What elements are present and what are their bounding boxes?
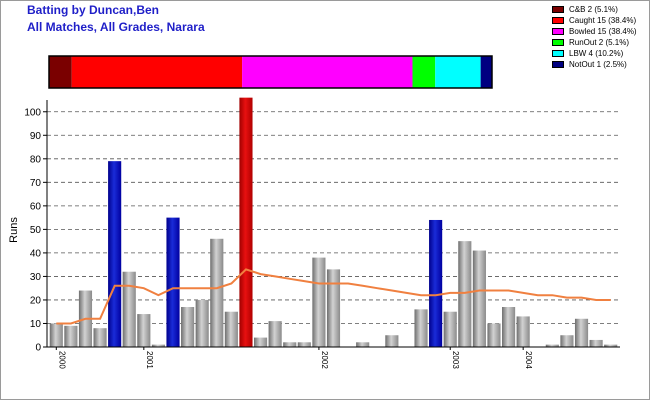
y-tick-label: 50 [30, 225, 42, 236]
bar [137, 314, 151, 347]
bar [429, 219, 443, 347]
bar [458, 241, 472, 347]
bar [472, 250, 486, 347]
bar [283, 342, 297, 347]
bar [487, 323, 501, 347]
bar [560, 335, 574, 347]
bar [516, 316, 530, 347]
bar [414, 309, 428, 347]
bar [253, 337, 268, 347]
bar [210, 238, 224, 347]
bar [239, 97, 253, 348]
bar [589, 339, 603, 347]
bar [356, 342, 370, 347]
dismissal-segment [480, 56, 492, 88]
x-tick-label: 2004 [524, 351, 533, 369]
legend-label: C&B 2 (5.1%) [569, 5, 618, 14]
legend-swatch [552, 39, 564, 46]
y-tick-label: 60 [30, 201, 42, 212]
bar [195, 299, 209, 347]
bar [574, 318, 589, 347]
bar [122, 271, 136, 347]
y-axis-label: Runs [8, 217, 20, 243]
legend-label: NotOut 1 (2.5%) [569, 60, 627, 69]
chart-subtitle: All Matches, All Grades, Narara [27, 20, 205, 34]
legend-label: Caught 15 (38.4%) [569, 16, 637, 25]
bars [49, 97, 618, 348]
bar [224, 311, 238, 347]
bar [545, 344, 559, 347]
bar [93, 328, 107, 347]
y-tick-label: 80 [30, 154, 42, 165]
y-tick-label: 10 [30, 319, 42, 330]
legend-label: Bowled 15 (38.4%) [569, 27, 637, 36]
y-tick-label: 100 [24, 107, 41, 118]
y-tick-label: 0 [35, 343, 41, 354]
dismissal-segment [412, 56, 436, 88]
legend-swatch [552, 61, 564, 68]
bar [181, 307, 195, 347]
bar [326, 269, 341, 347]
x-tick-label: 2000 [57, 351, 66, 369]
dismissal-segment [435, 56, 481, 88]
x-tick-label: 2001 [145, 351, 154, 369]
average-line [56, 268, 611, 325]
legend-label: LBW 4 (10.2%) [569, 49, 624, 58]
y-tick-label: 70 [30, 178, 42, 189]
dismissal-segment [71, 56, 243, 88]
y-tick-label: 20 [30, 295, 42, 306]
dismissal-bar [48, 55, 493, 89]
bar [312, 257, 326, 347]
y-tick-labels: 0 10 20 30 40 50 60 70 80 90 100 [24, 107, 47, 354]
bar [268, 321, 282, 347]
bar [49, 323, 63, 347]
dismissal-segment [242, 56, 413, 88]
dismissal-bar-border [48, 55, 493, 89]
legend-swatch [552, 28, 564, 35]
x-tick-label: 2002 [320, 351, 329, 369]
legend-swatch [552, 50, 564, 57]
chart-title: Batting by Duncan,Ben [27, 3, 160, 17]
y-tick-label: 30 [30, 272, 42, 283]
y-tick-label: 40 [30, 248, 42, 259]
dismissal-segment [49, 56, 72, 88]
x-tick-label: 2003 [451, 351, 460, 369]
legend-swatch [552, 17, 564, 24]
y-tick-label: 90 [30, 131, 42, 142]
axes [46, 100, 620, 348]
bar [166, 217, 180, 347]
bar [108, 161, 122, 347]
bar [297, 342, 311, 347]
bar [385, 335, 399, 347]
bar [502, 307, 516, 347]
bar [151, 344, 165, 347]
legend-label: RunOut 2 (5.1%) [569, 38, 630, 47]
legend-swatch [552, 6, 564, 13]
x-tick-labels: 2000 2001 2002 2003 2004 [55, 347, 533, 369]
bar [64, 325, 78, 347]
bar [604, 344, 618, 347]
average-line-path [56, 268, 611, 325]
bar [443, 311, 457, 347]
